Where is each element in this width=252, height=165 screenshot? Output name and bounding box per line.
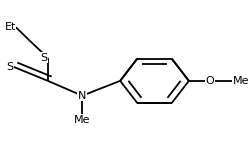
Text: Me: Me — [74, 115, 90, 125]
Text: Et: Et — [5, 22, 16, 32]
Text: N: N — [78, 91, 86, 101]
Text: S: S — [41, 53, 48, 63]
Text: O: O — [205, 76, 214, 86]
Text: Me: Me — [233, 76, 249, 86]
Text: S: S — [6, 62, 14, 72]
